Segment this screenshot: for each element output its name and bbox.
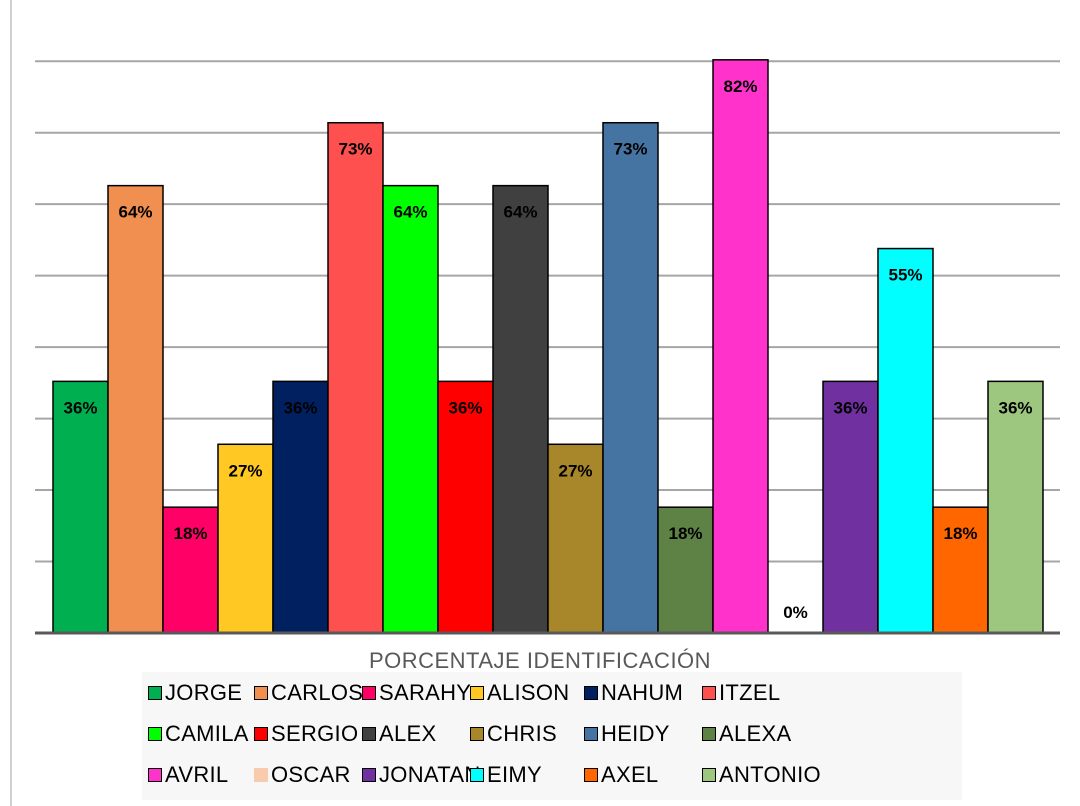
data-label-heidy: 73% (613, 140, 647, 159)
legend-swatch (584, 727, 598, 741)
data-label-eimy: 55% (888, 266, 922, 285)
legend-item-itzel: ITZEL (702, 680, 780, 706)
legend-item-alexa: ALEXA (702, 721, 791, 747)
data-label-nahum: 36% (283, 398, 317, 417)
data-label-carlos: 64% (118, 203, 152, 222)
legend-swatch (584, 686, 598, 700)
data-label-chris: 27% (558, 461, 592, 480)
legend-item-nahum: NAHUM (584, 680, 683, 706)
bar-alex (492, 184, 549, 634)
chart-border (10, 0, 12, 806)
legend-label: AXEL (601, 762, 659, 787)
legend-swatch (148, 686, 162, 700)
legend-swatch (362, 768, 376, 782)
bar-axel (932, 506, 989, 634)
legend-swatch (148, 727, 162, 741)
legend-label: JORGE (165, 680, 243, 705)
legend-label: JONATAN (379, 762, 481, 787)
data-label-sergio: 36% (448, 398, 482, 417)
legend-label: AVRIL (165, 762, 229, 787)
legend-item-eimy: EIMY (470, 762, 542, 788)
legend-swatch (470, 686, 484, 700)
bar-eimy (877, 247, 934, 634)
legend-item-alex: ALEX (362, 721, 436, 747)
bar-chart: 36% 64% 18% 27% 36% 73% 64% 36% 64% 27% 73% 18% 82% 0… (35, 59, 1060, 635)
legend-label: OSCAR (271, 762, 351, 787)
legend-swatch (254, 727, 268, 741)
legend-label: ALEX (379, 721, 437, 746)
bar-heidy (602, 121, 659, 634)
legend-label: CAMILA (165, 721, 249, 746)
legend-item-alison: ALISON (470, 680, 570, 706)
bar-camila (382, 184, 439, 634)
legend-label: SERGIO (271, 721, 359, 746)
legend-swatch (362, 686, 376, 700)
data-label-alexa: 18% (668, 524, 702, 543)
legend-swatch (254, 768, 268, 782)
legend-swatch (702, 686, 716, 700)
bar-nahum (272, 380, 329, 634)
legend-label: ALEXA (719, 721, 792, 746)
legend-item-axel: AXEL (584, 762, 658, 788)
legend-item-heidy: HEIDY (584, 721, 670, 747)
legend-label: CHRIS (487, 721, 557, 746)
data-label-alex: 64% (503, 203, 537, 222)
legend-label: ANTONIO (719, 762, 821, 787)
data-label-antonio: 36% (998, 398, 1032, 417)
data-label-camila: 64% (393, 203, 427, 222)
legend-swatch (470, 768, 484, 782)
legend-item-sergio: SERGIO (254, 721, 358, 747)
legend-label: NAHUM (601, 680, 684, 705)
data-label-itzel: 73% (338, 140, 372, 159)
legend-label: ALISON (487, 680, 570, 705)
data-label-alison: 27% (228, 461, 262, 480)
x-axis-title: PORCENTAJE IDENTIFICACIÓN (368, 648, 712, 673)
bar-jonatan (822, 380, 879, 634)
data-label-avril: 82% (723, 77, 757, 96)
legend-swatch (702, 768, 716, 782)
legend-swatch (148, 768, 162, 782)
legend-item-sarahy: SARAHY (362, 680, 471, 706)
legend-item-chris: CHRIS (470, 721, 557, 747)
bar-alison (217, 443, 274, 634)
legend-item-avril: AVRIL (148, 762, 228, 788)
legend-item-camila: CAMILA (148, 721, 249, 747)
bar-sergio (437, 380, 494, 634)
bar-chris (547, 443, 604, 634)
bar-antonio (987, 380, 1044, 634)
bar-itzel (327, 121, 384, 634)
legend-item-carlos: CARLOS (254, 680, 363, 706)
legend-label: EIMY (487, 762, 542, 787)
data-label-oscar: 0% (783, 603, 808, 622)
legend-label: ITZEL (719, 680, 781, 705)
bar-avril (712, 59, 769, 634)
legend-item-oscar: OSCAR (254, 762, 351, 788)
legend: JORGE CARLOS SARAHY ALISON NAHUM ITZEL CAMILA S… (142, 672, 962, 800)
legend-label: SARAHY (379, 680, 472, 705)
data-label-jonatan: 36% (833, 398, 867, 417)
legend-swatch (362, 727, 376, 741)
legend-swatch (254, 686, 268, 700)
legend-swatch (584, 768, 598, 782)
data-label-jorge: 36% (63, 398, 97, 417)
data-label-axel: 18% (943, 524, 977, 543)
legend-label: CARLOS (271, 680, 364, 705)
legend-swatch (470, 727, 484, 741)
legend-item-jonatan: JONATAN (362, 762, 481, 788)
legend-item-jorge: JORGE (148, 680, 242, 706)
legend-label: HEIDY (601, 721, 670, 746)
bar-carlos (107, 184, 164, 634)
legend-swatch (702, 727, 716, 741)
data-label-sarahy: 18% (173, 524, 207, 543)
bar-jorge (52, 380, 109, 634)
legend-item-antonio: ANTONIO (702, 762, 821, 788)
